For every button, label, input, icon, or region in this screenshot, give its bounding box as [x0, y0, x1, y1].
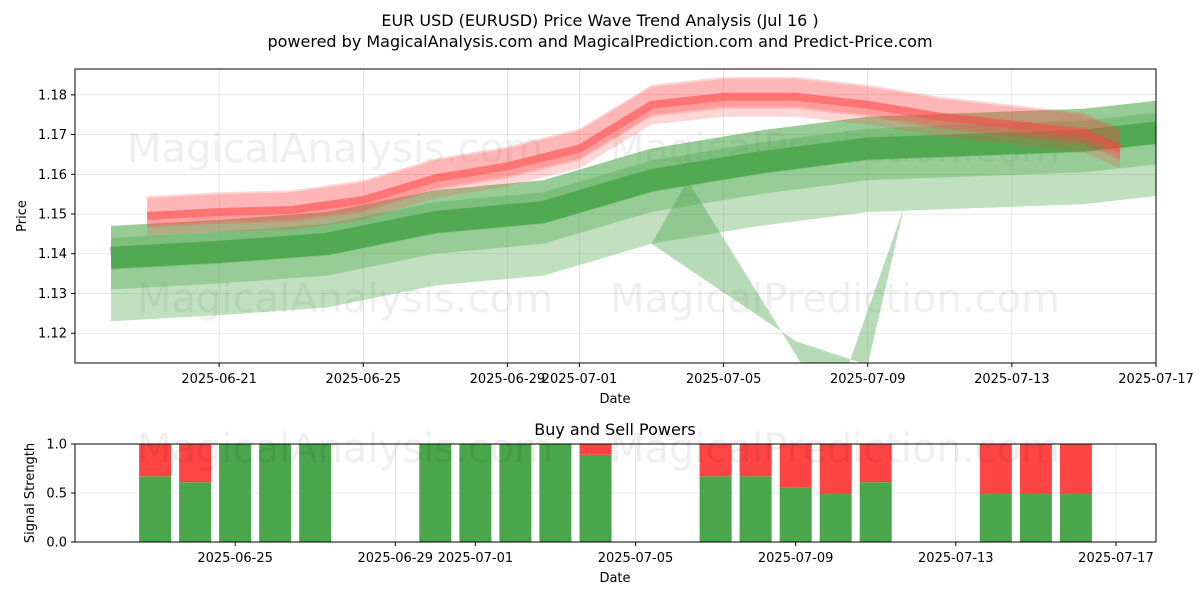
price-x-tick-label: 2025-06-29: [470, 372, 546, 387]
price-x-tick-label: 2025-07-13: [974, 372, 1050, 387]
sell-power-bar: [1059, 444, 1092, 493]
sell-power-bar: [699, 444, 732, 477]
buy-power-bar: [579, 454, 612, 542]
sell-power-bar: [979, 444, 1012, 493]
price-y-tick-label: 1.15: [38, 208, 67, 223]
buy-power-bar: [779, 487, 812, 542]
power-x-tick-label: 2025-07-05: [598, 551, 674, 566]
power-x-label: Date: [599, 571, 630, 586]
price-x-tick-label: 2025-06-25: [325, 372, 401, 387]
price-trend-band-red: [147, 76, 1121, 236]
price-y-tick-label: 1.17: [38, 128, 67, 143]
price-x-tick-label: 2025-07-17: [1118, 372, 1194, 387]
price-y-label: Price: [15, 200, 30, 232]
buy-power-bar: [219, 444, 252, 542]
power-x-tick-label: 2025-07-13: [918, 551, 994, 566]
buy-power-bar: [699, 476, 732, 542]
buy-power-bar: [419, 444, 452, 542]
buy-power-bar: [259, 444, 292, 542]
price-trend-line-red: [146, 92, 1122, 220]
sell-power-bar: [779, 444, 812, 488]
power-plot: [139, 444, 1092, 542]
power-y-tick-label: 0.5: [46, 487, 67, 502]
buy-power-bar: [819, 493, 852, 542]
price-axes-frame: [74, 68, 1157, 364]
chart-title: EUR USD (EURUSD) Price Wave Trend Analys…: [381, 11, 818, 30]
power-x-tick-label: 2025-07-17: [1078, 551, 1154, 566]
price-y-tick-label: 1.13: [38, 287, 67, 302]
buy-power-bar: [139, 476, 172, 542]
power-x-tick-label: 2025-06-25: [197, 551, 273, 566]
sell-power-bar: [179, 444, 212, 483]
price-x-tick-label: 2025-07-01: [542, 372, 618, 387]
buy-power-bar: [859, 482, 892, 542]
price-y-tick-label: 1.18: [38, 88, 67, 103]
price-x-tick-label: 2025-07-05: [686, 372, 762, 387]
buy-power-bar: [979, 493, 1012, 542]
power-y-ticks: 0.0 0.5 1.0: [46, 438, 75, 551]
power-x-tick-label: 2025-07-01: [438, 551, 514, 566]
power-y-label: Signal Strength: [23, 443, 38, 543]
chart-subtitle: powered by MagicalAnalysis.com and Magic…: [267, 32, 932, 51]
buy-power-bar: [1059, 493, 1092, 542]
sell-power-bar: [579, 444, 612, 455]
sell-power-bar: [859, 444, 892, 483]
watermark: MagicalAnalysis.com: [137, 426, 553, 472]
watermark: MagicalPrediction.com: [610, 426, 1060, 472]
price-y-tick-label: 1.14: [38, 247, 67, 262]
buy-power-bar: [739, 476, 772, 542]
price-wave-dip-green: [651, 180, 904, 363]
price-x-label: Date: [599, 392, 630, 407]
sell-power-bar: [1019, 444, 1052, 493]
power-x-tick-label: 2025-07-09: [758, 551, 834, 566]
price-trend-band-red: [147, 92, 1121, 228]
power-y-tick-label: 0.0: [46, 536, 67, 551]
sell-power-bar: [739, 444, 772, 477]
buy-power-bar: [459, 444, 492, 542]
price-x-tick-label: 2025-07-09: [830, 372, 906, 387]
sell-power-bar: [819, 444, 852, 493]
price-trend-line-green: [110, 121, 1156, 269]
price-y-tick-label: 1.16: [38, 168, 67, 183]
buy-power-bar: [499, 444, 532, 542]
power-x-tick-label: 2025-06-29: [358, 551, 434, 566]
watermark: MagicalAnalysis.com: [127, 126, 543, 172]
buy-power-bar: [539, 444, 572, 542]
price-y-ticks: 1.12 1.13 1.14 1.15 1.16 1.17 1.18: [38, 88, 75, 342]
price-x-ticks: 2025-06-21 2025-06-25 2025-06-292025-07-01…: [181, 363, 1194, 387]
buy-power-bar: [299, 444, 332, 542]
watermark: MagicalAnalysis.com: [137, 276, 553, 322]
price-y-tick-label: 1.12: [38, 327, 67, 342]
buy-power-bar: [179, 482, 212, 542]
price-plot: [110, 76, 1156, 363]
watermark: MagicalPrediction.com: [610, 276, 1060, 322]
price-x-tick-label: 2025-06-21: [181, 372, 257, 387]
price-trend-band-red: [147, 78, 1121, 226]
sell-power-bar: [139, 444, 172, 477]
power-y-tick-label: 1.0: [46, 438, 67, 453]
power-title: Buy and Sell Powers: [534, 420, 696, 439]
buy-power-bar: [1019, 493, 1052, 542]
power-x-ticks: 2025-06-25 2025-06-29 2025-07-01 2025-07-05…: [197, 542, 1154, 566]
